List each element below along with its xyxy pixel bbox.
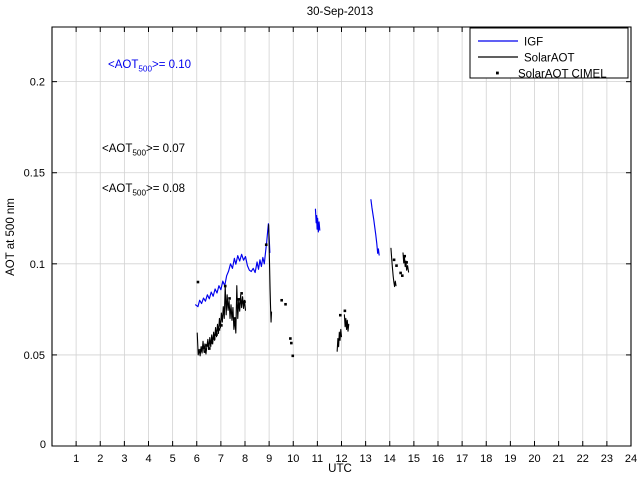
x-tick-label: 14 (384, 453, 396, 465)
cimel-data-point (196, 280, 200, 284)
legend: IGF SolarAOT SolarAOT CIMEL (469, 27, 629, 81)
cimel-data-point (395, 264, 398, 267)
series-line-solaraot-14 (390, 247, 397, 288)
x-tick-label: 19 (504, 453, 516, 465)
cimel-data-point (264, 243, 268, 246)
x-tick-label: 5 (170, 453, 176, 465)
gridlines (52, 27, 631, 446)
cimel-data-point (403, 254, 407, 258)
x-tick-label: 11 (312, 453, 323, 465)
x-tick-label: 21 (553, 453, 565, 465)
x-tick-label: 8 (242, 453, 248, 465)
cimel-data-point (201, 346, 205, 349)
legend-label-igf: IGF (524, 37, 543, 49)
axis-ticks: 01 2 3 4 5 6 7 8 9 10 11 12 13 14 15 16 17 18 19 20 21 22 23 24… (24, 27, 637, 465)
series-line-solaraot-12 (343, 314, 350, 332)
cimel-data-point (392, 258, 396, 262)
series-line-solaraot-9 (268, 224, 273, 323)
cimel-data-point (240, 292, 243, 295)
x-tick-label: 7 (218, 453, 224, 465)
cimel-data-point (228, 297, 231, 300)
x-tick-label: 22 (577, 453, 589, 465)
series-line-igf-spike-11 (314, 208, 321, 233)
legend-label-solaraot-cimel: SolarAOT CIMEL (518, 69, 607, 81)
annotation-mean-aot-1: <AOT500>= 0.07 (102, 143, 185, 158)
cimel-data-point (289, 337, 292, 340)
x-tick-label: 16 (432, 453, 444, 465)
x-tick-label: 3 (121, 453, 127, 465)
cimel-data-point (237, 298, 241, 301)
x-tick-label: 2 (97, 453, 103, 465)
x-axis-title: UTC (328, 463, 352, 475)
cimel-data-point (205, 344, 209, 347)
cimel-data-point (203, 350, 207, 353)
y-tick-label: 0.15 (24, 168, 45, 180)
cimel-data-point (220, 324, 223, 327)
legend-box (469, 27, 629, 79)
cimel-data-point (223, 284, 227, 288)
series-line-solaraot-14 (402, 252, 410, 273)
cimel-data-point (212, 337, 216, 340)
cimel-data-point (400, 274, 404, 277)
cimel-data-point (291, 354, 295, 358)
annotation-mean-aot-2: <AOT500>= 0.08 (102, 183, 185, 198)
legend-swatch-solaraot-cimel (496, 71, 499, 75)
series-line-igf-segment-13 (370, 199, 380, 256)
x-tick-label: 18 (480, 453, 492, 465)
x-tick-label: 0 (40, 439, 46, 451)
annotation-mean-aot-0: <AOT500>= 0.10 (108, 59, 191, 74)
annotations: <AOT500>= 0.10 <AOT500>= 0.07 <AOT500>= 0.… (102, 59, 191, 198)
cimel-data-point (338, 313, 342, 317)
x-tick-label: 13 (360, 453, 372, 465)
cimel-data-point (243, 300, 246, 304)
cimel-data-point (290, 341, 293, 345)
cimel-data-point (343, 309, 347, 313)
data-series-layer (194, 199, 410, 358)
cimel-data-point (217, 328, 221, 331)
series-line-solaraot (196, 285, 247, 357)
x-tick-label: 20 (528, 453, 540, 465)
y-tick-label: 0.1 (30, 259, 45, 271)
x-tick-label: 1 (73, 453, 79, 465)
x-tick-label: 10 (287, 453, 299, 465)
cimel-data-point (399, 271, 402, 275)
series-line-igf (194, 223, 271, 308)
x-tick-label: 9 (266, 453, 272, 465)
cimel-data-point (233, 317, 237, 320)
chart-title: 30-Sep-2013 (307, 6, 374, 18)
x-tick-label: 23 (601, 453, 613, 465)
legend-label-solaraot: SolarAOT (524, 53, 575, 65)
cimel-data-point (284, 302, 287, 306)
cimel-data-point (207, 347, 211, 350)
x-tick-label: 6 (194, 453, 200, 465)
x-tick-label: 12 (335, 453, 347, 465)
cimel-data-point (215, 333, 218, 336)
x-tick-label: 4 (145, 453, 151, 465)
y-tick-label: 0.05 (24, 350, 45, 362)
x-tick-label: 24 (625, 453, 637, 465)
x-tick-label: 15 (408, 453, 420, 465)
x-tick-label: 17 (456, 453, 468, 465)
y-axis-title: AOT at 500 nm (5, 198, 17, 276)
y-tick-label: 0.2 (30, 77, 45, 89)
cimel-data-point (280, 298, 283, 302)
series-line-solaraot-12 (336, 328, 343, 352)
cimel-data-point (199, 349, 203, 352)
cimel-data-point (210, 341, 214, 344)
cimel-data-point (405, 261, 408, 264)
